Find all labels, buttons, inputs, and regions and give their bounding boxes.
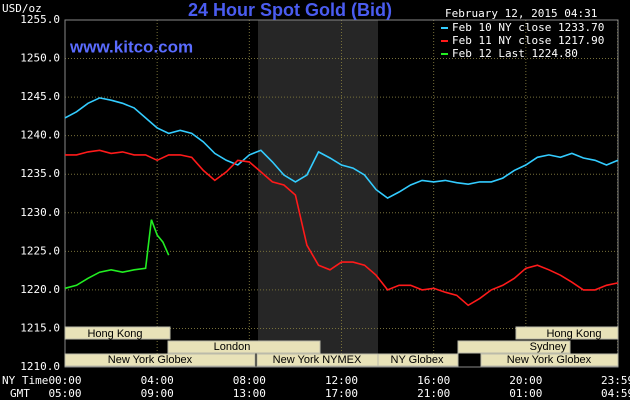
x-tick-label: 23:59: [601, 374, 630, 387]
y-tick-label: 1235.0: [20, 167, 60, 180]
legend-label: Feb 11 NY close 1217.90: [452, 34, 604, 47]
session-box: [480, 353, 619, 367]
plot-frame: [64, 19, 619, 368]
x-tick-label: 04:00: [141, 374, 174, 387]
session-label: London: [214, 341, 251, 353]
x2-tick-label: 17:00: [325, 387, 358, 400]
x2-row-label: GMT: [10, 387, 30, 400]
y-tick-label: 1210.0: [20, 360, 60, 373]
session-box: [64, 353, 256, 367]
session-box: [64, 326, 171, 340]
legend-label: Feb 10 NY close 1233.70: [452, 21, 604, 34]
x2-tick-label: 09:00: [141, 387, 174, 400]
y-tick-label: 1245.0: [20, 90, 60, 103]
series-line: [64, 97, 619, 200]
session-box: [515, 326, 619, 340]
series-line: [64, 219, 170, 290]
x2-tick-label: 21:00: [417, 387, 450, 400]
site-label: www.kitco.com: [69, 37, 193, 56]
session-box: [457, 340, 571, 354]
x2-tick-label: 05:00: [48, 387, 81, 400]
y-tick-label: 1225.0: [20, 244, 60, 257]
x2-tick-label: 04:59: [601, 387, 630, 400]
session-label: NY Globex: [391, 354, 444, 366]
x-tick-label: 20:00: [509, 374, 542, 387]
x-tick-label: 12:00: [325, 374, 358, 387]
session-box: [377, 353, 459, 367]
x2-tick-label: 13:00: [233, 387, 266, 400]
unit-label: USD/oz: [2, 2, 42, 15]
session-label: Sydney: [530, 341, 567, 353]
y-tick-label: 1250.0: [20, 52, 60, 65]
y-tick-label: 1240.0: [20, 129, 60, 142]
y-tick-label: 1220.0: [20, 283, 60, 296]
x-row-label: NY Time: [2, 374, 48, 387]
date-label: February 12, 2015 04:31: [445, 7, 597, 20]
x-tick-label: 00:00: [48, 374, 81, 387]
session-box: [167, 340, 321, 354]
session-label: New York Globex: [108, 354, 193, 366]
y-tick-label: 1255.0: [20, 13, 60, 26]
session-shade: [258, 20, 378, 367]
session-label: Hong Kong: [87, 328, 142, 340]
x-tick-label: 16:00: [417, 374, 450, 387]
y-tick-label: 1230.0: [20, 206, 60, 219]
sessions: Hong Kong Hong Kong London Sydney New Yo…: [64, 326, 619, 367]
x2-tick-label: 01:00: [509, 387, 542, 400]
session-label: New York Globex: [507, 354, 592, 366]
session-label: New York NYMEX: [273, 354, 362, 366]
series-line: [65, 149, 619, 307]
session-label: Hong Kong: [546, 328, 601, 340]
x-tick-label: 08:00: [233, 374, 266, 387]
y-tick-label: 1215.0: [20, 321, 60, 334]
chart-title: 24 Hour Spot Gold (Bid): [188, 0, 392, 20]
legend-label: Feb 12 Last 1224.80: [452, 47, 578, 60]
